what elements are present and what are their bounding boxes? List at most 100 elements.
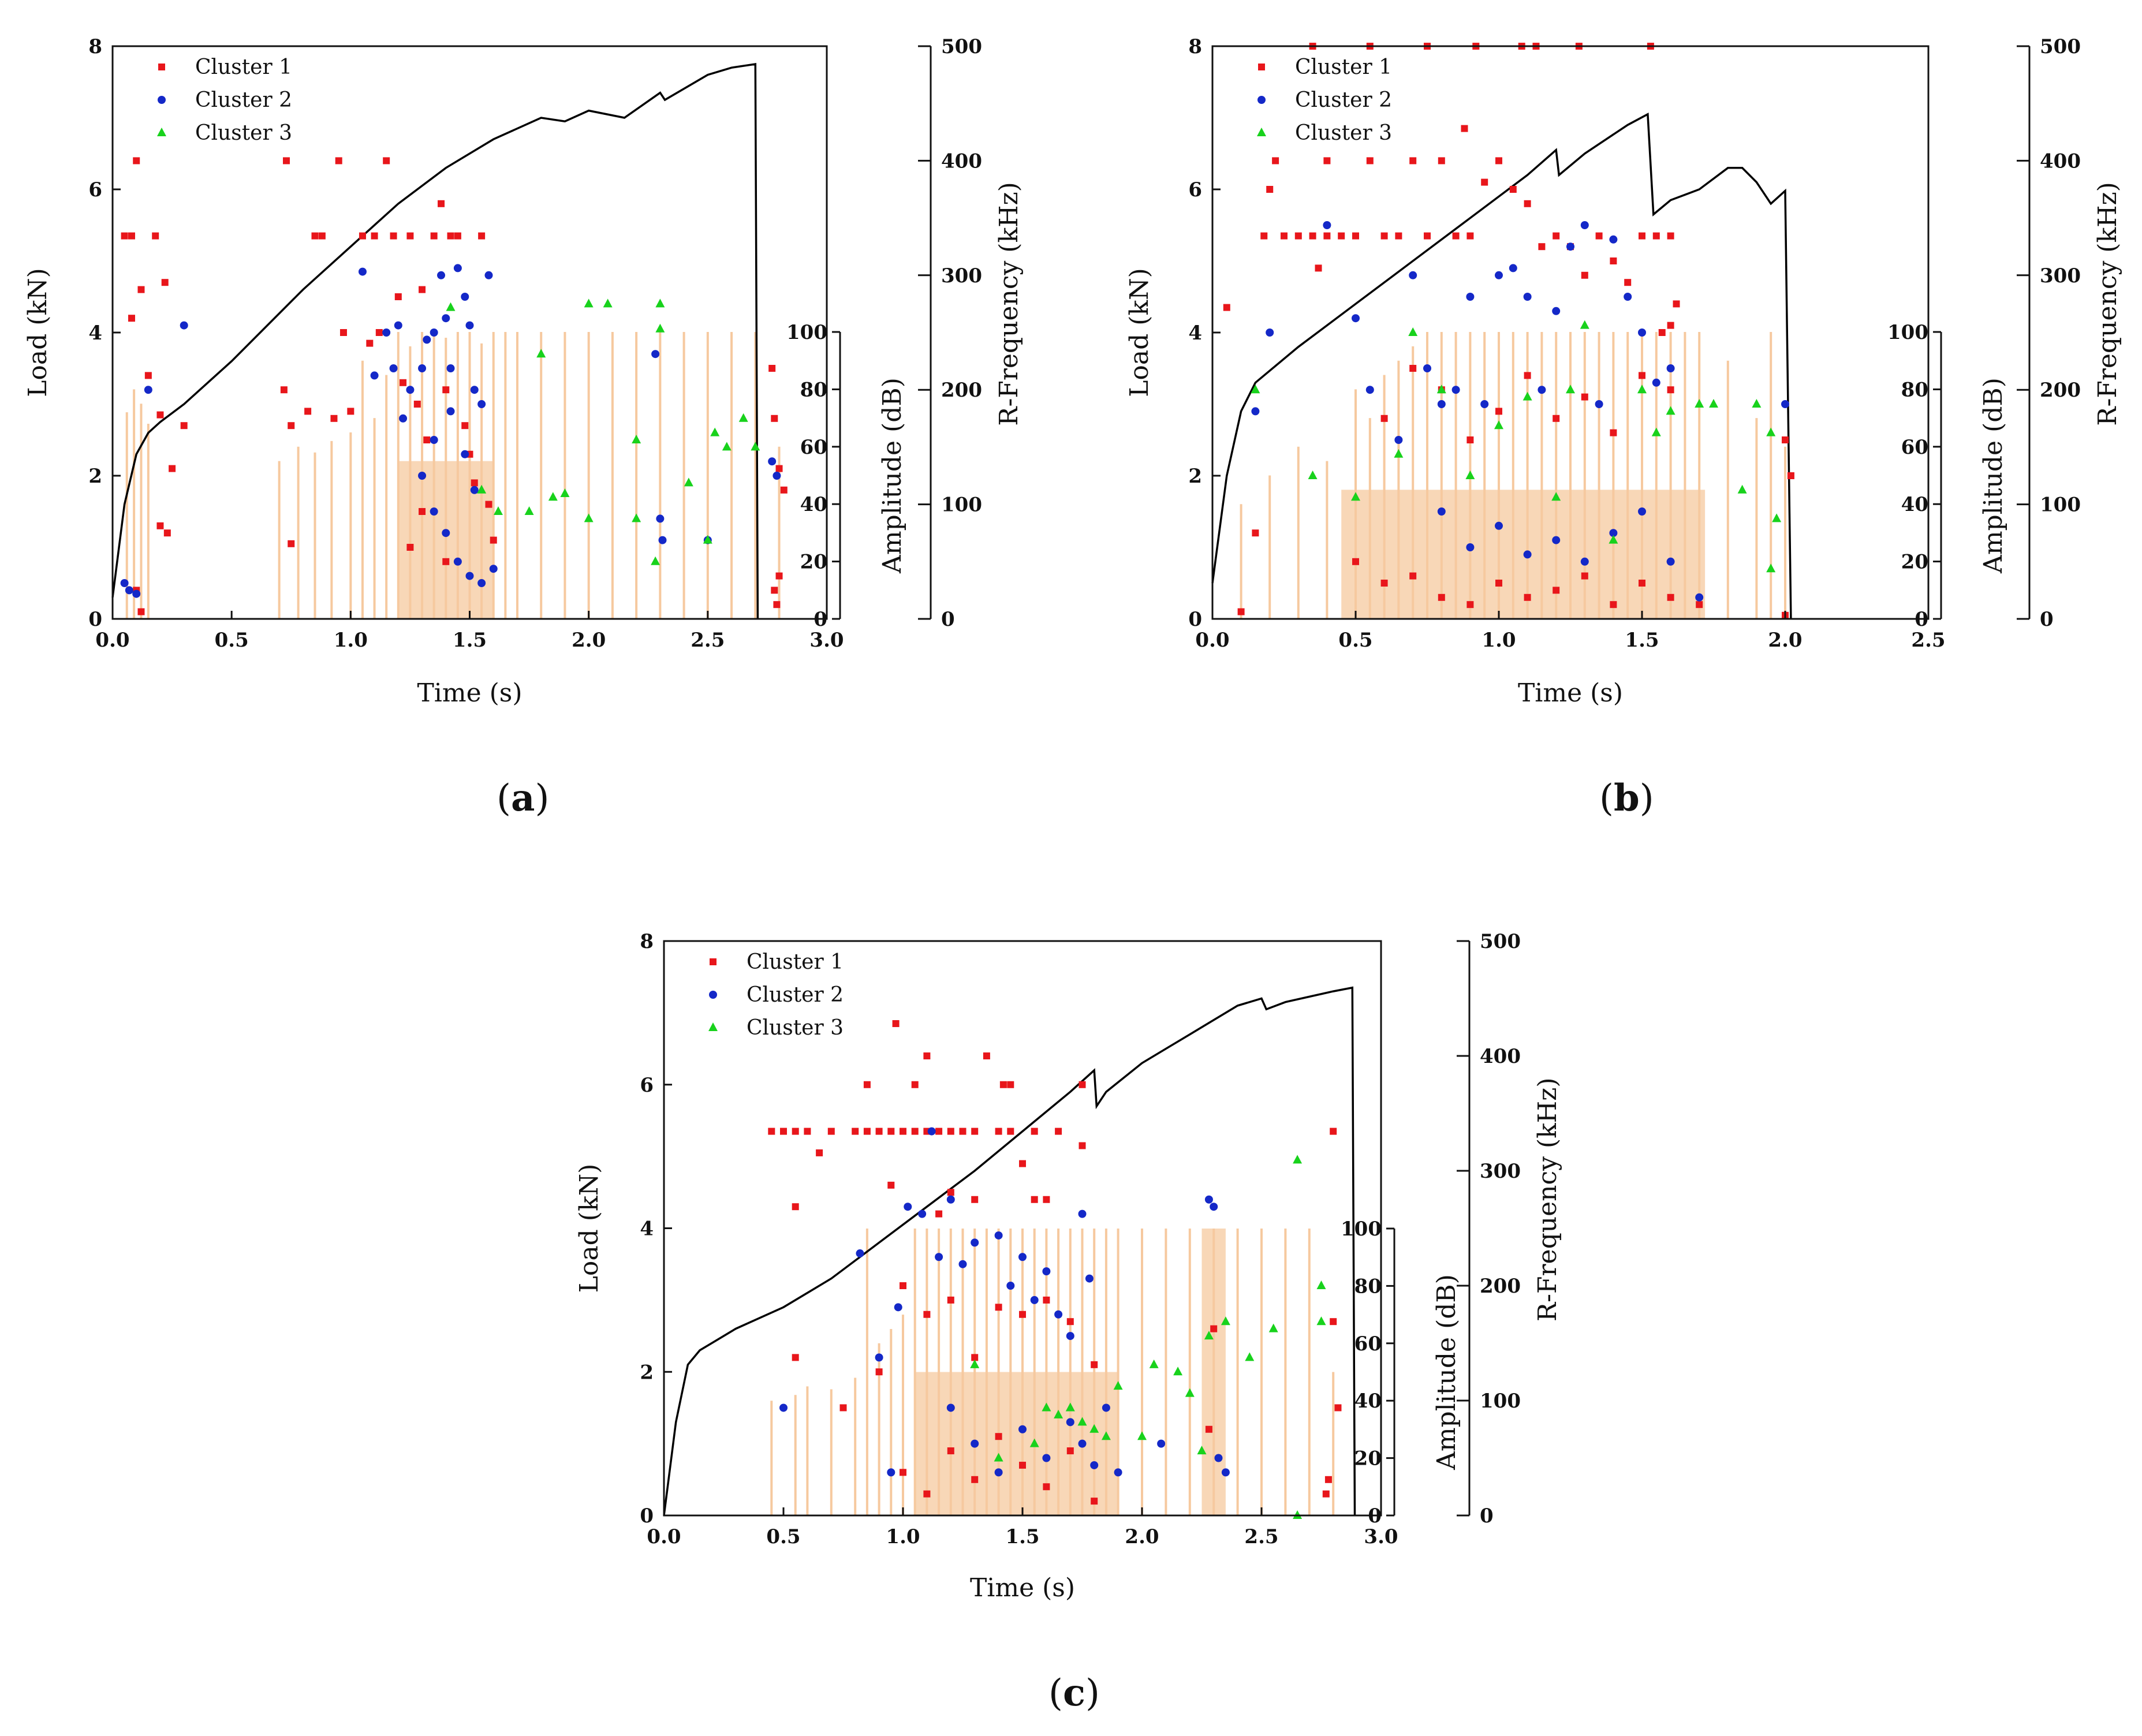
panel-a-cluster1-point-55	[780, 486, 788, 494]
panel-b-cluster1-point-14	[1366, 157, 1374, 165]
panel-b-load-axis-label: Load (kN)	[1125, 268, 1154, 397]
panel-c-cluster2-point-20	[1085, 1274, 1094, 1283]
panel-a-cluster2-point-30	[489, 565, 498, 573]
panel-b-frequency-tick-label-2: 200	[2040, 379, 2081, 402]
panel-c-cluster1-point-52	[923, 1490, 931, 1498]
panel-a-cluster1-point-56	[771, 587, 778, 594]
panel-a-cluster1-point-0	[121, 232, 128, 240]
panel-a-cluster1-point-17	[288, 422, 295, 430]
panel-c-cluster1-point-44	[947, 1296, 954, 1304]
panel-c-cluster1-point-56	[1019, 1461, 1026, 1469]
panel-b-cluster1-point-64	[1495, 580, 1502, 587]
panel-a-chart: 0.0 0.5 1.0 1.5 2.0 2.5 3.00246802040608010001…	[23, 35, 1024, 708]
panel-b-cluster3-point-16	[1695, 399, 1704, 408]
panel-a-cluster3-point-17	[710, 427, 720, 436]
panel-b-amplitude-tick-label-5: 100	[1887, 321, 1928, 344]
panel-a-cluster2-point-32	[446, 407, 455, 416]
panel-c-chart: 0.0 0.5 1.0 1.5 2.0 2.5 3.00246802040608010001…	[574, 930, 1562, 1603]
panel-b-cluster1-point-16	[1395, 232, 1402, 240]
panel-c-load-tick-label-0: 0	[640, 1504, 654, 1528]
panel-a-cluster1-point-14	[180, 422, 188, 430]
panel-b-cluster1-point-56	[1610, 429, 1617, 436]
panel-c-frequency-tick-label-5: 500	[1480, 930, 1521, 953]
panel-a-cluster1-point-3	[137, 286, 145, 293]
panel-c-cluster1-point-2	[792, 1128, 799, 1135]
panel-b-legend-label-0: Cluster 1	[1295, 55, 1392, 79]
panel-a-cluster1-point-6	[156, 411, 164, 419]
panel-c-cluster3-point-11	[1149, 1359, 1159, 1368]
panel-a-cluster2-point-1	[125, 586, 133, 595]
panel-b-cluster1-point-24	[1495, 157, 1502, 165]
panel-a-cluster1-point-48	[490, 536, 497, 544]
panel-a-cluster1-point-53	[771, 415, 778, 422]
panel-c-cluster2-point-22	[971, 1439, 979, 1448]
panel-b-amplitude-tick-label-4: 80	[1901, 378, 1928, 401]
panel-a-xtick-label-2: 1.0	[334, 629, 368, 652]
panel-c-cluster2-point-35	[1221, 1468, 1230, 1477]
panel-b-cluster2-point-1	[1266, 328, 1274, 337]
panel-b-cluster1-point-10	[1323, 157, 1331, 165]
panel-c-cluster1-point-50	[1091, 1361, 1098, 1368]
panel-a-legend-label-0: Cluster 1	[195, 55, 292, 79]
panel-b-cluster1-point-8	[1309, 232, 1316, 240]
panel-c-cluster2-point-2	[875, 1353, 883, 1362]
panel-c-cluster1-point-26	[923, 1052, 931, 1059]
panel-c-cluster2-point-1	[856, 1249, 864, 1258]
panel-b-xtick-label-1: 0.5	[1338, 629, 1372, 652]
panel-a-cluster2-point-0	[120, 579, 129, 587]
panel-a-cluster3-point-20	[751, 442, 760, 451]
panel-c-cluster2-point-33	[1210, 1203, 1218, 1211]
panel-a-cluster2-point-3	[144, 386, 152, 394]
panel-b-legend-marker-cluster2	[1257, 96, 1266, 104]
panel-b-cluster3-point-9	[1551, 492, 1561, 501]
panel-a-frequency-tick-label-2: 200	[941, 379, 982, 402]
panel-b-cluster1-point-58	[1667, 386, 1674, 394]
panel-a-legend-marker-cluster2	[158, 96, 166, 104]
panel-a-cluster2-point-21	[470, 386, 479, 394]
panel-c-cluster1-point-22	[863, 1081, 871, 1088]
panel-c-cluster1-point-64	[1205, 1425, 1212, 1433]
panel-a-load-tick-label-2: 4	[88, 322, 102, 345]
panel-a-cluster3-point-5	[548, 492, 558, 501]
panel-c-xtick-label-3: 1.5	[1005, 1525, 1039, 1548]
panel-c-cluster2-point-3	[887, 1468, 895, 1477]
panel-b-cluster1-point-26	[1524, 200, 1531, 207]
panel-b-cluster2-point-25	[1437, 507, 1446, 516]
panel-a-cluster2-point-10	[399, 414, 408, 423]
panel-c-cluster1-point-47	[1019, 1311, 1026, 1318]
panel-b-cluster3-point-20	[1766, 563, 1776, 573]
panel-c-frequency-tick-label-4: 400	[1480, 1045, 1521, 1068]
panel-b-cluster3-point-11	[1580, 320, 1589, 329]
panel-b-cluster1-point-63	[1466, 601, 1474, 608]
panel-b-cluster1-point-18	[1424, 232, 1431, 240]
panel-c-cluster1-point-9	[900, 1128, 906, 1135]
panel-a-cluster2-point-33	[461, 450, 469, 458]
panel-c-cluster2-point-8	[935, 1253, 943, 1261]
panel-c-cluster1-point-4	[827, 1128, 835, 1135]
panel-b-cluster2-point-26	[1466, 543, 1475, 551]
panel-b-cluster2-point-30	[1580, 557, 1589, 566]
panel-a-cluster2-point-39	[768, 457, 777, 466]
panel-b-cluster1-point-36	[1667, 232, 1674, 240]
panel-a-cluster3-point-18	[722, 442, 732, 451]
panel-a-cluster1-point-1	[128, 232, 135, 240]
panel-b-cluster2-point-29	[1552, 536, 1561, 544]
panel-c-amplitude-tick-label-5: 100	[1341, 1218, 1382, 1241]
panel-c-legend-marker-cluster1	[710, 958, 717, 965]
panel-b-cluster1-point-67	[1581, 572, 1588, 580]
panel-a-amplitude-tick-label-1: 20	[800, 551, 827, 574]
panel-c-xtick-label-5: 2.5	[1244, 1525, 1278, 1548]
panel-a-amplitude-tick-label-3: 60	[800, 436, 827, 459]
panel-b-cluster3-point-6	[1465, 471, 1475, 479]
panel-c-cluster1-point-60	[1324, 1476, 1332, 1483]
panel-c-cluster1-point-42	[900, 1282, 906, 1289]
panel-c-cluster3-point-14	[1197, 1446, 1207, 1455]
panel-b-cluster1-point-28	[1553, 232, 1560, 240]
panel-c-cluster1-point-29	[971, 1196, 979, 1203]
panel-c-cluster2-point-15	[1030, 1296, 1039, 1304]
panel-a-cluster1-point-2	[133, 157, 140, 165]
panel-c-cluster2-point-14	[1018, 1253, 1027, 1261]
panel-c-cluster2-point-34	[1214, 1454, 1223, 1462]
panel-a-xtick-label-0: 0.0	[95, 629, 129, 652]
